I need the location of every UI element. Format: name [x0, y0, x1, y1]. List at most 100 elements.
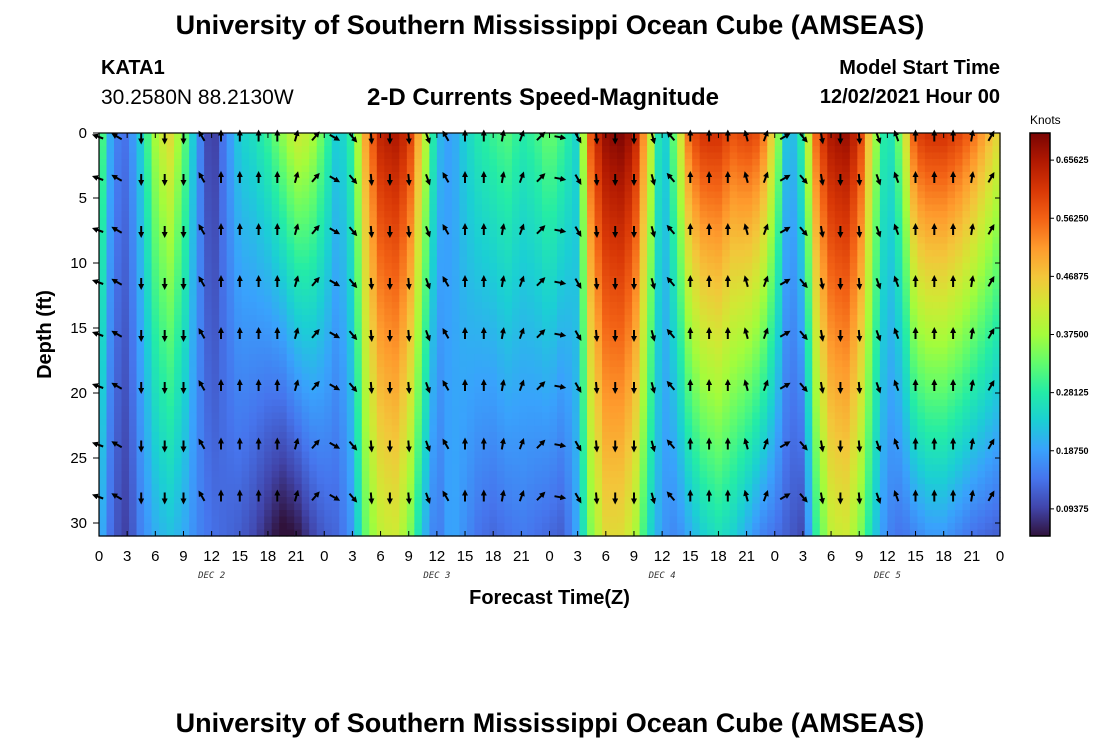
heatmap-cell — [466, 321, 476, 329]
heatmap-cell — [279, 152, 288, 160]
heatmap-cell — [241, 250, 250, 258]
heatmap-cell — [677, 471, 686, 479]
heatmap-cell — [129, 477, 138, 485]
heatmap-cell — [677, 477, 686, 485]
heatmap-cell — [376, 334, 385, 342]
heatmap-cell — [241, 490, 250, 498]
heatmap-cell — [136, 237, 145, 245]
heatmap-cell — [226, 334, 235, 342]
heatmap-cell — [219, 510, 228, 518]
heatmap-cell — [249, 425, 258, 433]
heatmap-cell — [189, 425, 198, 433]
heatmap-cell — [647, 243, 656, 251]
heatmap-cell — [144, 152, 153, 160]
heatmap-cell — [624, 380, 633, 388]
heatmap-cell — [181, 432, 190, 440]
heatmap-cell — [466, 139, 476, 147]
heatmap-cell — [316, 282, 325, 290]
heatmap-cell — [286, 412, 295, 420]
heatmap-cell — [106, 341, 115, 349]
heatmap-cell — [114, 256, 123, 264]
heatmap-cell — [669, 432, 678, 440]
heatmap-cell — [436, 146, 445, 154]
heatmap-cell — [421, 269, 430, 277]
heatmap-cell — [166, 523, 175, 531]
heatmap-cell — [279, 425, 288, 433]
heatmap-cell — [534, 146, 543, 154]
heatmap-cell — [114, 477, 123, 485]
heatmap-cell — [151, 328, 160, 336]
heatmap-cell — [459, 211, 468, 219]
heatmap-cell — [429, 315, 438, 323]
heatmap-cell — [594, 133, 603, 141]
heatmap-cell — [444, 328, 453, 336]
heatmap-cell — [526, 276, 536, 284]
heatmap-cell — [541, 393, 551, 401]
heatmap-cell — [376, 185, 385, 193]
heatmap-cell — [361, 360, 370, 368]
heatmap-cell — [669, 354, 678, 362]
heatmap-cell — [474, 516, 483, 524]
heatmap-cell — [324, 178, 333, 186]
heatmap-cell — [466, 484, 476, 492]
heatmap-cell — [99, 308, 108, 316]
heatmap-cell — [256, 458, 265, 466]
heatmap-cell — [549, 198, 558, 206]
heatmap-cell — [594, 523, 603, 531]
heatmap-cell — [639, 458, 648, 466]
heatmap-cell — [324, 276, 333, 284]
heatmap-cell — [376, 373, 385, 381]
heatmap-cell — [692, 256, 701, 264]
heatmap-cell — [166, 458, 175, 466]
heatmap-cell — [602, 204, 611, 212]
heatmap-cell — [264, 451, 273, 459]
heatmap-cell — [602, 250, 611, 258]
heatmap-cell — [271, 406, 280, 414]
heatmap-cell — [541, 302, 551, 310]
heatmap-cell — [234, 308, 243, 316]
heatmap-cell — [692, 133, 701, 141]
heatmap-cell — [684, 256, 693, 264]
heatmap-cell — [489, 308, 498, 316]
heatmap-cell — [669, 276, 678, 284]
heatmap-cell — [129, 211, 138, 219]
heatmap-cell — [106, 497, 115, 505]
heatmap-cell — [519, 191, 528, 199]
heatmap-cell — [444, 516, 453, 524]
heatmap-cell — [384, 224, 393, 232]
heatmap-cell — [692, 445, 701, 453]
heatmap-cell — [602, 445, 611, 453]
heatmap-cell — [294, 237, 303, 245]
heatmap-cell — [587, 243, 596, 251]
heatmap-cell — [557, 269, 566, 277]
heatmap-cell — [391, 204, 400, 212]
heatmap-cell — [436, 510, 445, 518]
heatmap-cell — [474, 178, 483, 186]
heatmap-cell — [114, 399, 123, 407]
heatmap-cell — [189, 146, 198, 154]
heatmap-cell — [189, 321, 198, 329]
heatmap-cell — [489, 510, 498, 518]
heatmap-cell — [204, 412, 213, 420]
heatmap-cell — [444, 243, 453, 251]
heatmap-cell — [617, 282, 626, 290]
heatmap-cell — [429, 438, 438, 446]
heatmap-cell — [249, 432, 258, 440]
heatmap-cell — [639, 237, 648, 245]
heatmap-cell — [264, 276, 273, 284]
heatmap-cell — [309, 510, 318, 518]
heatmap-cell — [677, 458, 686, 466]
heatmap-cell — [564, 282, 573, 290]
heatmap-cell — [324, 367, 333, 375]
heatmap-cell — [346, 445, 355, 453]
heatmap-cell — [391, 256, 400, 264]
heatmap-cell — [406, 185, 415, 193]
heatmap-cell — [316, 529, 325, 537]
heatmap-cell — [286, 282, 295, 290]
heatmap-cell — [451, 380, 460, 388]
heatmap-cell — [159, 425, 168, 433]
heatmap-cell — [106, 198, 115, 206]
heatmap-cell — [617, 445, 626, 453]
heatmap-cell — [106, 484, 115, 492]
heatmap-cell — [391, 412, 400, 420]
